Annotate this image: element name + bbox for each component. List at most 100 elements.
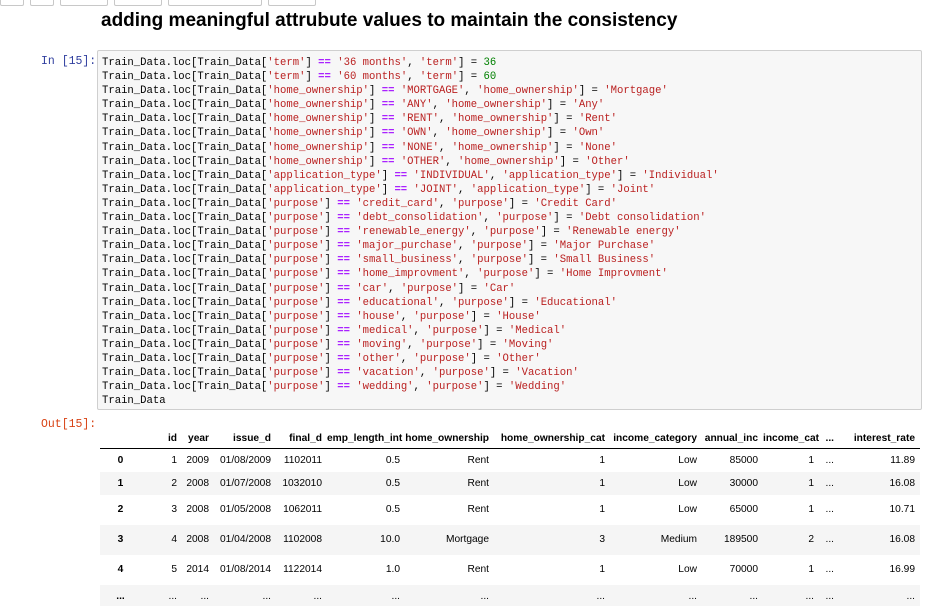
code-token: 'other' [356, 352, 401, 365]
code-token: , [458, 254, 471, 267]
code-token: Train_Data.loc[Train_Data[ [102, 127, 268, 140]
code-token: ] = [534, 268, 560, 281]
code-token: ] = [458, 71, 484, 84]
toolbar-button[interactable] [168, 0, 262, 6]
toolbar-button[interactable] [30, 0, 54, 6]
code-token: , [458, 183, 471, 196]
row-index: ... [116, 590, 125, 602]
code-token: '36 months' [337, 57, 408, 69]
code-token: 'purpose' [426, 324, 484, 337]
code-token: 'term' [419, 71, 459, 84]
code-token: 'Small Business' [553, 254, 656, 267]
table-cell: 0.5 [385, 477, 400, 489]
code-token: ] [324, 212, 338, 225]
code-token: , [432, 127, 446, 140]
toolbar-button[interactable] [114, 0, 162, 6]
code-token: == [337, 226, 350, 239]
code-token: 'home_ownership' [267, 99, 370, 112]
table-row: 0 1 2009 01/08/2009 1102011 0.5 Rent 1 Low 85000 1… [100, 449, 920, 472]
code-line: Train_Data.loc[Train_Data['purpose'] == … [102, 380, 719, 394]
code-token: 'purpose' [451, 197, 509, 210]
code-token: 'credit_card' [356, 197, 439, 210]
code-token: ] = [470, 310, 497, 323]
column-header: ... [819, 428, 839, 449]
table-cell: 3 [171, 504, 177, 515]
code-token: == [381, 85, 395, 98]
column-header: income_cat [763, 428, 819, 449]
table-cell: 01/05/2008 [220, 504, 271, 515]
column-header: interest_rate [839, 428, 920, 449]
code-token: , [419, 367, 433, 380]
code-token: 'car' [356, 282, 389, 295]
code-token: Train_Data.loc[Train_Data[ [102, 99, 268, 112]
code-token: 'small_business' [356, 254, 459, 267]
code-token: 'Renewable energy' [566, 226, 681, 239]
index-header [100, 428, 146, 449]
code-token: 'purpose' [477, 268, 535, 281]
column-header: final_d [276, 428, 327, 449]
code-token: Train_Data.loc[Train_Data[ [102, 141, 268, 154]
code-token: 'home_ownership' [451, 113, 554, 126]
code-token: ] [324, 352, 338, 365]
table-cell: 10.71 [889, 504, 916, 515]
code-token: 'home_ownership' [445, 127, 548, 140]
code-token: 'purpose' [267, 268, 325, 281]
code-token: , [438, 197, 452, 210]
table-cell: 1122014 [283, 564, 322, 575]
code-token: , [464, 268, 478, 281]
code-token: ] [324, 324, 338, 337]
table-cell: 16.08 [889, 534, 916, 545]
code-token: 'purpose' [267, 310, 325, 323]
code-token: 'home_ownership' [267, 155, 370, 168]
code-token: 'term' [419, 57, 459, 69]
code-token: ] [324, 310, 338, 323]
toolbar-button[interactable] [0, 0, 24, 6]
code-token: 'purpose' [432, 367, 490, 380]
code-cell-editor[interactable]: Train_Data.loc[Train_Data[ 'term'] == '36… [97, 50, 922, 410]
code-token: 'purpose' [267, 226, 325, 239]
table-cell: 01/08/2014 [220, 564, 271, 575]
table-cell: ... [825, 477, 835, 489]
code-line: Train_Data.loc[Train_Data['purpose'] == … [102, 352, 719, 366]
code-token: 'OWN' [400, 127, 433, 140]
toolbar-button[interactable] [268, 0, 316, 6]
code-token: 'purpose' [470, 254, 528, 267]
code-token: == [337, 296, 350, 309]
code-lines: Train_Data.loc[Train_Data[ 'term'] == '36… [102, 56, 719, 408]
output-prompt: Out[15]: [41, 418, 97, 431]
code-line: Train_Data.loc[Train_Data['purpose'] == … [102, 366, 719, 380]
code-token: Train_Data.loc[Train_Data[ [102, 254, 268, 267]
code-token: Train_Data [102, 395, 166, 408]
code-token: Train_Data.loc[Train_Data[ [102, 57, 268, 69]
code-line: Train_Data [102, 394, 719, 408]
code-line: Train_Data.loc[Train_Data['home_ownershi… [102, 155, 719, 169]
code-token: 'purpose' [267, 296, 325, 309]
code-token: ] [324, 240, 338, 253]
code-token: Train_Data.loc[Train_Data[ [102, 268, 268, 281]
table-cell: Low [678, 477, 697, 489]
code-token: 'term' [267, 71, 306, 84]
code-token: ] = [547, 99, 573, 112]
table-cell: ... [391, 590, 401, 602]
table-row: 1 2 2008 01/07/2008 1032010 0.5 Rent 1 Low 30000 1… [100, 471, 920, 495]
code-token: 'application_type' [267, 169, 382, 182]
table-cell: 1 [808, 477, 814, 489]
table-cell: 1102008 [283, 534, 322, 545]
code-token: ] = [553, 212, 579, 225]
table-cell: 2008 [186, 504, 209, 515]
code-token: ] = [559, 155, 586, 168]
column-header: issue_d [214, 428, 276, 449]
code-token: == [337, 212, 350, 225]
table-cell: ... [749, 590, 759, 602]
table-row: 2 3 2008 01/05/2008 1062011 0.5 Rent 1 Low 65000 1… [100, 495, 920, 525]
code-token: == [337, 338, 350, 351]
code-token: ] [369, 85, 382, 98]
code-line: Train_Data.loc[Train_Data['term'] == '60… [102, 70, 719, 84]
table-cell: 1.0 [385, 564, 400, 575]
toolbar-button[interactable] [60, 0, 108, 6]
code-token: ] = [470, 352, 497, 365]
table-cell: 1 [599, 564, 605, 575]
code-token: , [400, 310, 414, 323]
table-cell: ... [480, 590, 490, 602]
code-token: 'Credit Card' [534, 197, 617, 210]
